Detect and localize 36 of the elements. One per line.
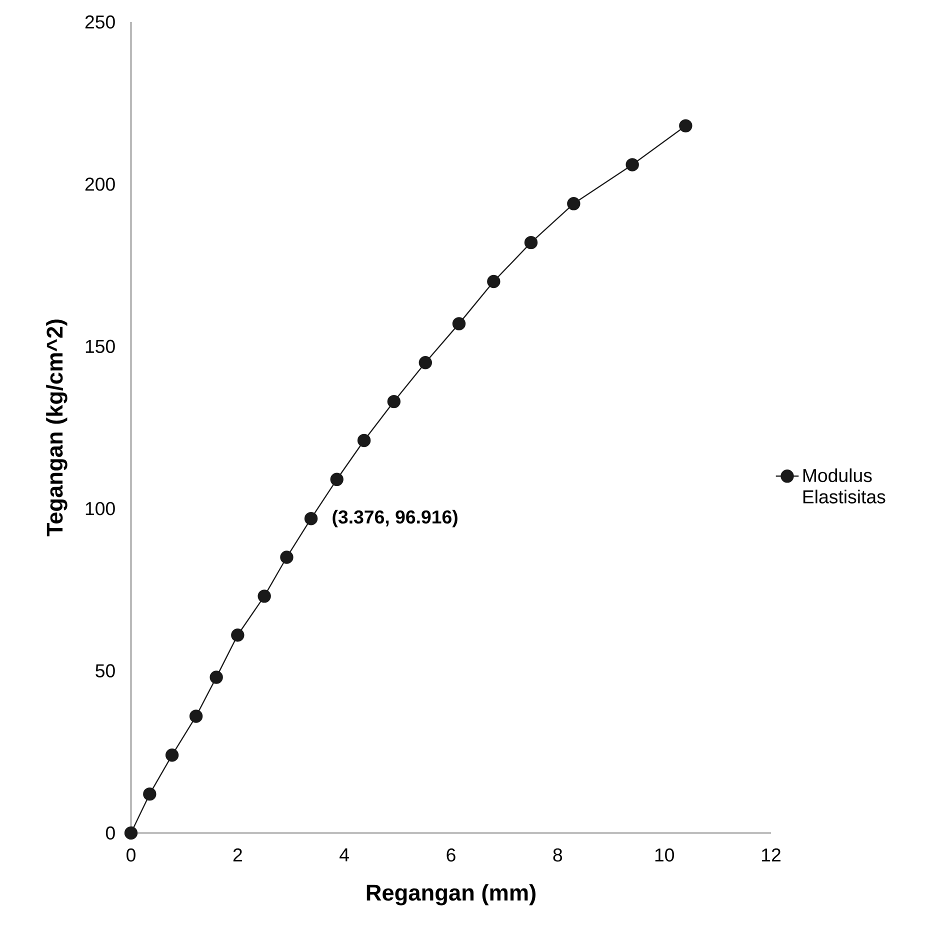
x-tick-label: 6 <box>446 848 456 862</box>
point <box>280 550 294 564</box>
point <box>231 628 244 642</box>
point <box>567 197 580 210</box>
point <box>165 748 179 762</box>
x-tick-label: 4 <box>340 848 349 862</box>
legend-label: Modulus Elastisitas <box>803 468 886 504</box>
x-axis-title: Regangan (mm) <box>366 884 536 906</box>
point <box>679 119 692 132</box>
point <box>210 670 223 684</box>
point <box>189 710 203 723</box>
x-tick-label: 2 <box>233 848 242 862</box>
point <box>452 317 466 330</box>
y-tick-label: 250 <box>85 15 115 29</box>
y-tick-label: 200 <box>85 178 115 191</box>
y-tick-label: 150 <box>86 340 115 354</box>
y-tick-label: 100 <box>86 502 115 516</box>
y-axis-title: Tegangan (kg/cm^2) <box>46 320 68 536</box>
point <box>387 394 401 408</box>
x-tick-label: 10 <box>655 848 674 862</box>
y-tick-label: 50 <box>96 664 115 678</box>
point <box>304 512 318 526</box>
annotation: (3.376, 96.916) <box>332 510 458 528</box>
x-tick-label: 12 <box>762 848 780 862</box>
point <box>143 787 156 801</box>
point <box>487 274 500 288</box>
y-tick-label: 0 <box>106 826 115 840</box>
point <box>330 472 344 486</box>
point <box>524 236 538 250</box>
point <box>626 158 639 172</box>
x-tick-label: 0 <box>126 848 136 862</box>
point <box>418 356 432 370</box>
point <box>258 590 271 603</box>
point <box>124 826 138 840</box>
x-tick-label: 8 <box>553 848 562 862</box>
point <box>357 434 371 448</box>
